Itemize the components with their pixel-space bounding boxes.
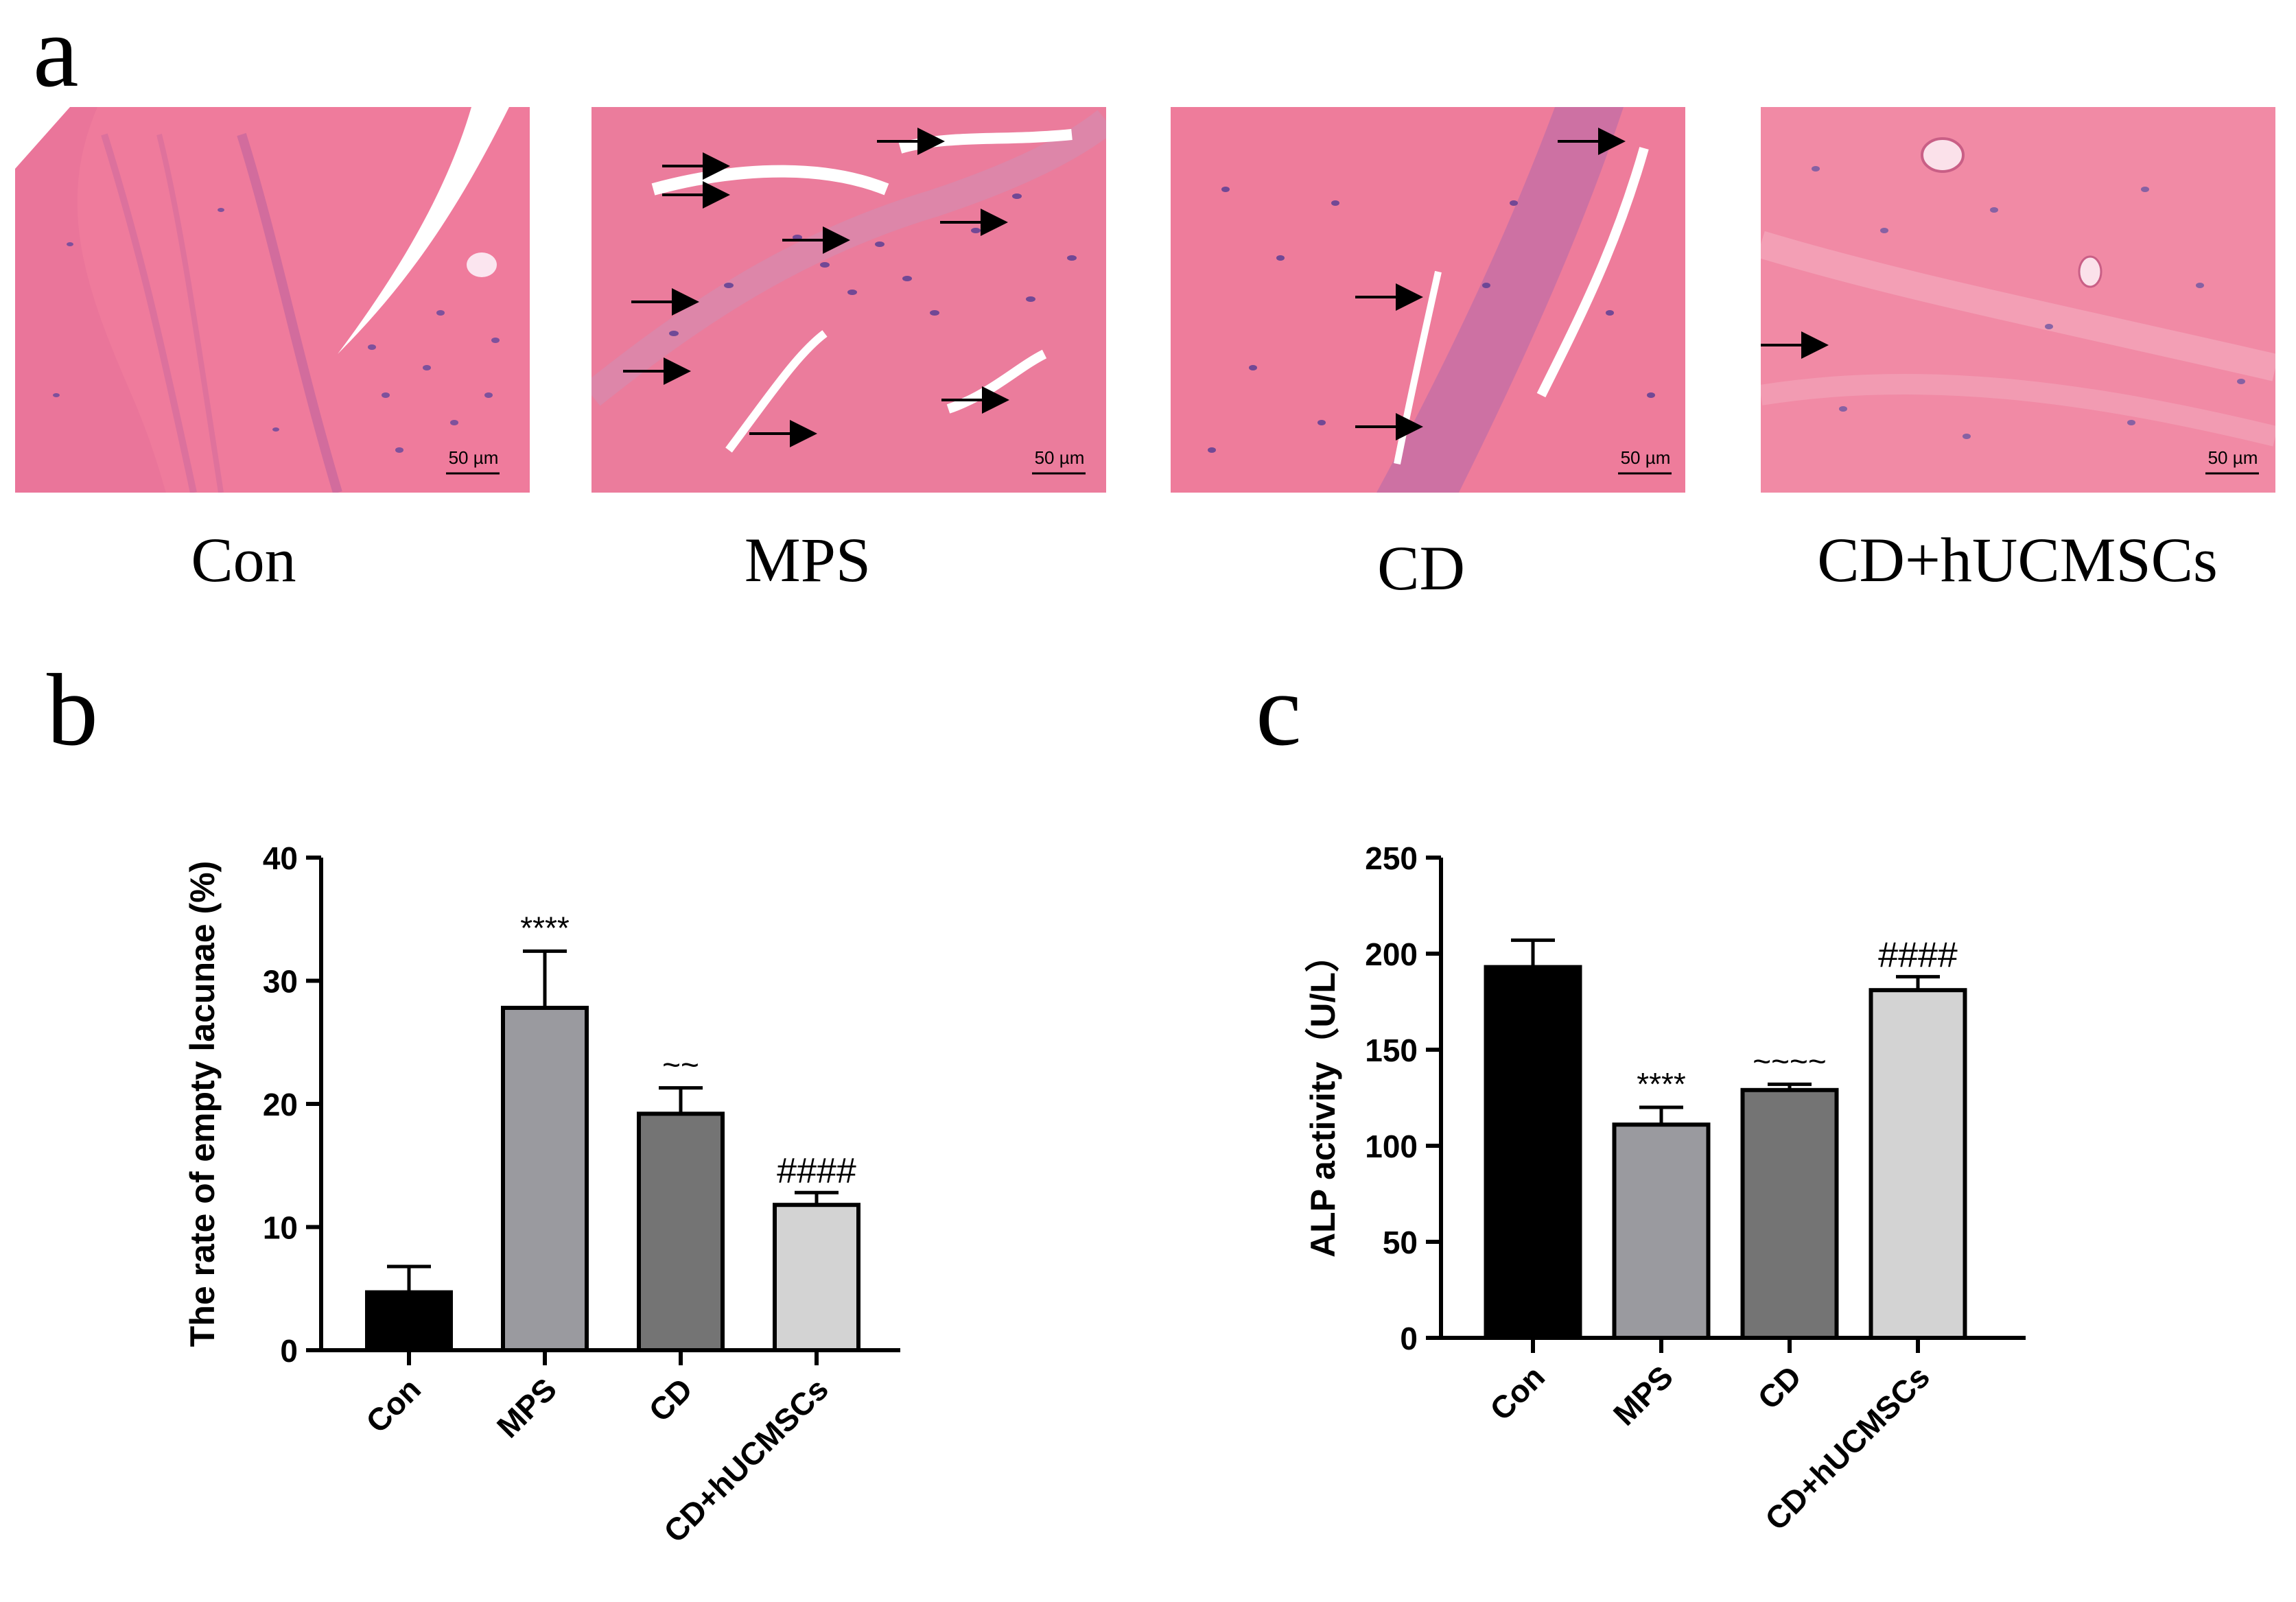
y-axis-title: ALP activity（U/L）: [1304, 938, 1342, 1258]
y-tick-label: 50: [1383, 1225, 1418, 1260]
panel-letter-c: c: [1256, 653, 1302, 767]
significance-label: ####: [1878, 936, 1958, 976]
significance-label: ~~: [662, 1047, 699, 1083]
bar: [773, 1203, 860, 1352]
x-tick-label: MPS: [490, 1371, 563, 1444]
bar: [637, 1111, 725, 1352]
significance-label: ****: [1637, 1066, 1686, 1102]
y-tick-label: 100: [1365, 1129, 1418, 1164]
y-tick-label: 200: [1365, 937, 1418, 972]
group-label-con: Con: [191, 525, 296, 595]
x-tick-label: CD: [1750, 1358, 1808, 1416]
y-tick-label: 0: [280, 1333, 298, 1369]
y-tick-label: 30: [263, 964, 298, 1000]
group-label-cd-hucmscs: CD+hUCMSCs: [1817, 525, 2218, 595]
histology-image-cd-hucmscs: 50 µm: [1761, 107, 2275, 493]
y-axis-title: The rate of empty lacunae (%): [183, 861, 222, 1347]
chart-b: 0 10 20 30 40 The rate of empty lacunae (%) Co…: [183, 840, 900, 1549]
scale-bar-label: 50 µm: [449, 447, 499, 468]
bar: [1612, 1122, 1711, 1340]
bar: [1869, 988, 1967, 1340]
bar: [1740, 1087, 1839, 1341]
bar: [1484, 965, 1582, 1340]
group-label-cd: CD: [1377, 533, 1465, 603]
panel-letter-b: b: [47, 653, 98, 767]
y-tick-label: 20: [263, 1087, 298, 1122]
histology-image-cd: 50 µm: [1171, 107, 1685, 493]
scale-bar-label: 50 µm: [2208, 447, 2258, 468]
y-tick-label: 0: [1400, 1321, 1418, 1356]
x-tick-label: CD: [642, 1371, 699, 1428]
significance-label: ####: [777, 1151, 856, 1191]
x-tick-label: MPS: [1606, 1358, 1680, 1432]
y-tick-label: 10: [263, 1210, 298, 1246]
significance-label: ****: [520, 910, 570, 945]
x-tick-label: Con: [359, 1371, 427, 1439]
chart-c: 0 50 100 150 200 250 ALP activity（U/L） Con **** M…: [1304, 840, 2026, 1537]
bar: [365, 1290, 453, 1353]
y-tick-label: 250: [1365, 840, 1418, 876]
histology-image-con: 50 µm: [15, 107, 530, 493]
panel-letter-a: a: [33, 0, 79, 108]
scale-bar-label: 50 µm: [1621, 447, 1671, 468]
x-tick-label: Con: [1483, 1358, 1551, 1427]
bar: [501, 1005, 589, 1352]
y-tick-label: 150: [1365, 1033, 1418, 1068]
group-label-mps: MPS: [744, 525, 871, 595]
significance-label: ~~~~: [1753, 1043, 1826, 1079]
y-tick-label: 40: [263, 840, 298, 876]
scale-bar-label: 50 µm: [1035, 447, 1085, 468]
